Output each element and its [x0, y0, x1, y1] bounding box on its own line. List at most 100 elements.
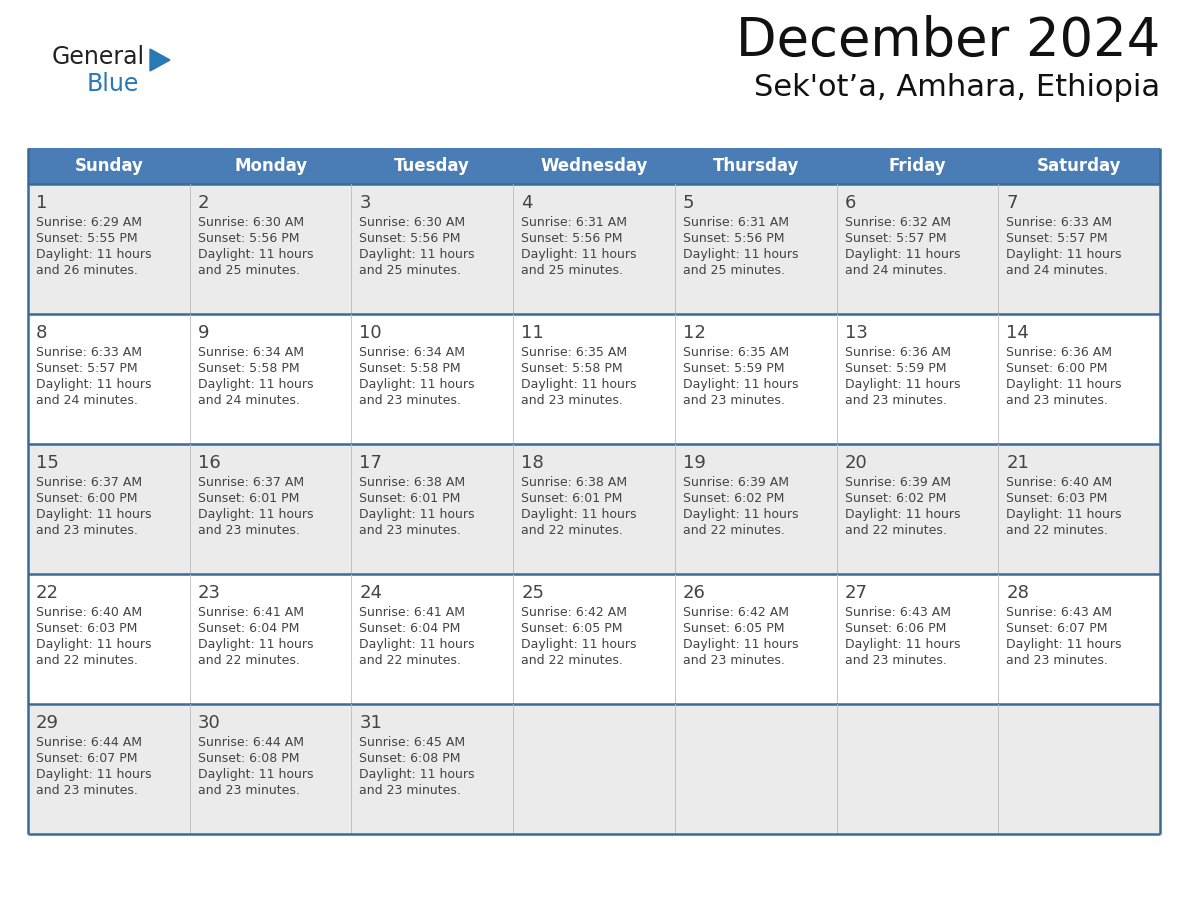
- Text: 23: 23: [197, 584, 221, 602]
- Text: Daylight: 11 hours: Daylight: 11 hours: [1006, 508, 1121, 521]
- Text: Sunrise: 6:31 AM: Sunrise: 6:31 AM: [683, 216, 789, 229]
- Text: 24: 24: [360, 584, 383, 602]
- Text: General: General: [52, 45, 145, 69]
- Text: and 23 minutes.: and 23 minutes.: [360, 394, 461, 407]
- Polygon shape: [150, 49, 170, 71]
- Text: Sunset: 6:02 PM: Sunset: 6:02 PM: [845, 492, 946, 505]
- Text: Daylight: 11 hours: Daylight: 11 hours: [683, 638, 798, 651]
- Text: Sunrise: 6:30 AM: Sunrise: 6:30 AM: [197, 216, 304, 229]
- Text: Sunrise: 6:35 AM: Sunrise: 6:35 AM: [522, 346, 627, 359]
- Text: Monday: Monday: [234, 157, 308, 175]
- Bar: [29, 184, 1159, 314]
- Text: 26: 26: [683, 584, 706, 602]
- Text: Daylight: 11 hours: Daylight: 11 hours: [522, 378, 637, 391]
- Text: Daylight: 11 hours: Daylight: 11 hours: [360, 638, 475, 651]
- Text: and 22 minutes.: and 22 minutes.: [683, 524, 785, 537]
- Text: Wednesday: Wednesday: [541, 157, 647, 175]
- Text: Tuesday: Tuesday: [394, 157, 470, 175]
- Text: Daylight: 11 hours: Daylight: 11 hours: [197, 768, 314, 781]
- Text: and 23 minutes.: and 23 minutes.: [1006, 394, 1108, 407]
- Text: December 2024: December 2024: [735, 15, 1159, 67]
- Text: Sunset: 5:57 PM: Sunset: 5:57 PM: [36, 362, 138, 375]
- Text: Sunrise: 6:41 AM: Sunrise: 6:41 AM: [360, 606, 466, 619]
- Text: and 23 minutes.: and 23 minutes.: [197, 784, 299, 797]
- Text: Daylight: 11 hours: Daylight: 11 hours: [1006, 248, 1121, 261]
- Text: Daylight: 11 hours: Daylight: 11 hours: [360, 768, 475, 781]
- Text: and 23 minutes.: and 23 minutes.: [522, 394, 623, 407]
- Text: Sunset: 5:56 PM: Sunset: 5:56 PM: [522, 232, 623, 245]
- Text: and 23 minutes.: and 23 minutes.: [845, 654, 947, 667]
- Text: Daylight: 11 hours: Daylight: 11 hours: [845, 378, 960, 391]
- Text: Sunday: Sunday: [75, 157, 144, 175]
- Text: 18: 18: [522, 454, 544, 472]
- Text: Daylight: 11 hours: Daylight: 11 hours: [360, 378, 475, 391]
- Text: Daylight: 11 hours: Daylight: 11 hours: [36, 638, 152, 651]
- Text: Daylight: 11 hours: Daylight: 11 hours: [197, 638, 314, 651]
- Text: 5: 5: [683, 194, 694, 212]
- Text: 14: 14: [1006, 324, 1029, 342]
- Text: Sunrise: 6:42 AM: Sunrise: 6:42 AM: [522, 606, 627, 619]
- Text: Blue: Blue: [87, 72, 139, 96]
- Text: Daylight: 11 hours: Daylight: 11 hours: [360, 248, 475, 261]
- Text: Daylight: 11 hours: Daylight: 11 hours: [1006, 378, 1121, 391]
- Text: and 23 minutes.: and 23 minutes.: [683, 394, 785, 407]
- Text: Sunrise: 6:40 AM: Sunrise: 6:40 AM: [36, 606, 143, 619]
- Text: Sunrise: 6:30 AM: Sunrise: 6:30 AM: [360, 216, 466, 229]
- Text: and 23 minutes.: and 23 minutes.: [845, 394, 947, 407]
- Text: Sunset: 6:00 PM: Sunset: 6:00 PM: [36, 492, 138, 505]
- Text: Sunrise: 6:40 AM: Sunrise: 6:40 AM: [1006, 476, 1112, 489]
- Text: Sunrise: 6:39 AM: Sunrise: 6:39 AM: [845, 476, 950, 489]
- Text: and 25 minutes.: and 25 minutes.: [522, 264, 624, 277]
- Text: Sunrise: 6:34 AM: Sunrise: 6:34 AM: [360, 346, 466, 359]
- Bar: [29, 574, 1159, 704]
- Text: Sunset: 6:00 PM: Sunset: 6:00 PM: [1006, 362, 1107, 375]
- Text: and 25 minutes.: and 25 minutes.: [683, 264, 785, 277]
- Text: Sunrise: 6:38 AM: Sunrise: 6:38 AM: [522, 476, 627, 489]
- Text: and 24 minutes.: and 24 minutes.: [197, 394, 299, 407]
- Text: 21: 21: [1006, 454, 1029, 472]
- Text: Sunset: 6:06 PM: Sunset: 6:06 PM: [845, 622, 946, 635]
- Text: Sunset: 6:07 PM: Sunset: 6:07 PM: [36, 752, 138, 765]
- Text: Sunset: 5:57 PM: Sunset: 5:57 PM: [1006, 232, 1108, 245]
- Text: and 26 minutes.: and 26 minutes.: [36, 264, 138, 277]
- Text: and 22 minutes.: and 22 minutes.: [197, 654, 299, 667]
- Text: Sunset: 6:03 PM: Sunset: 6:03 PM: [1006, 492, 1107, 505]
- Text: Sunrise: 6:37 AM: Sunrise: 6:37 AM: [197, 476, 304, 489]
- Text: Sunrise: 6:45 AM: Sunrise: 6:45 AM: [360, 736, 466, 749]
- Text: Daylight: 11 hours: Daylight: 11 hours: [36, 248, 152, 261]
- Text: Daylight: 11 hours: Daylight: 11 hours: [1006, 638, 1121, 651]
- Text: Daylight: 11 hours: Daylight: 11 hours: [522, 638, 637, 651]
- Text: Sunset: 6:05 PM: Sunset: 6:05 PM: [683, 622, 784, 635]
- Text: 29: 29: [36, 714, 59, 732]
- Text: Sunset: 5:55 PM: Sunset: 5:55 PM: [36, 232, 138, 245]
- Bar: [29, 444, 1159, 574]
- Text: and 22 minutes.: and 22 minutes.: [36, 654, 138, 667]
- Text: Daylight: 11 hours: Daylight: 11 hours: [683, 378, 798, 391]
- Text: Daylight: 11 hours: Daylight: 11 hours: [522, 508, 637, 521]
- Text: Sunset: 5:59 PM: Sunset: 5:59 PM: [845, 362, 946, 375]
- Text: and 24 minutes.: and 24 minutes.: [36, 394, 138, 407]
- Text: Daylight: 11 hours: Daylight: 11 hours: [197, 378, 314, 391]
- Text: Daylight: 11 hours: Daylight: 11 hours: [36, 768, 152, 781]
- Text: Sunset: 5:58 PM: Sunset: 5:58 PM: [197, 362, 299, 375]
- Text: 9: 9: [197, 324, 209, 342]
- Text: and 22 minutes.: and 22 minutes.: [1006, 524, 1108, 537]
- Text: Daylight: 11 hours: Daylight: 11 hours: [360, 508, 475, 521]
- Text: 13: 13: [845, 324, 867, 342]
- Text: 25: 25: [522, 584, 544, 602]
- Text: Sunset: 6:03 PM: Sunset: 6:03 PM: [36, 622, 138, 635]
- Text: and 23 minutes.: and 23 minutes.: [36, 524, 138, 537]
- Text: Sunset: 6:01 PM: Sunset: 6:01 PM: [197, 492, 299, 505]
- Text: Sunrise: 6:38 AM: Sunrise: 6:38 AM: [360, 476, 466, 489]
- Text: 11: 11: [522, 324, 544, 342]
- Text: 10: 10: [360, 324, 383, 342]
- Text: Daylight: 11 hours: Daylight: 11 hours: [36, 378, 152, 391]
- Text: Daylight: 11 hours: Daylight: 11 hours: [683, 248, 798, 261]
- Text: Sunset: 5:58 PM: Sunset: 5:58 PM: [360, 362, 461, 375]
- Bar: [29, 704, 1159, 834]
- Text: 8: 8: [36, 324, 48, 342]
- Text: Sunset: 6:07 PM: Sunset: 6:07 PM: [1006, 622, 1107, 635]
- Text: Sunset: 6:01 PM: Sunset: 6:01 PM: [522, 492, 623, 505]
- Text: 22: 22: [36, 584, 59, 602]
- Text: 2: 2: [197, 194, 209, 212]
